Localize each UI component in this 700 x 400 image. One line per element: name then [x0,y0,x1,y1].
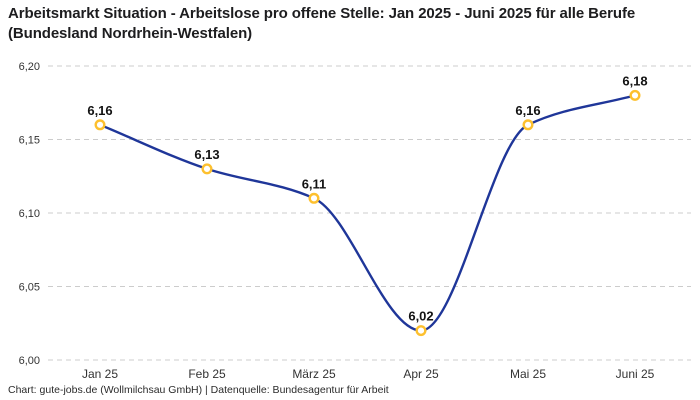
y-axis-tick-label: 6,20 [19,61,40,73]
x-axis-tick-label: Mai 25 [510,367,546,381]
x-axis-tick-label: Feb 25 [188,367,226,381]
data-point-label: 6,13 [194,147,219,162]
data-point-marker [201,163,213,175]
y-axis-tick-label: 6,15 [19,135,40,147]
x-axis-tick-label: Jan 25 [82,367,118,381]
data-point-label: 6,16 [515,103,540,118]
x-axis-tick-label: Apr 25 [403,367,439,381]
data-point-label: 6,11 [302,176,327,191]
data-point-marker [94,119,106,131]
data-point-marker [308,192,320,204]
chart-title: Arbeitsmarkt Situation - Arbeitslose pro… [8,5,636,42]
x-axis-tick-label: Juni 25 [616,367,655,381]
x-axis-tick-label: März 25 [292,367,336,381]
data-point-marker [522,119,534,131]
y-axis-tick-label: 6,10 [19,208,40,220]
y-axis-tick-label: 6,00 [19,355,40,367]
data-point-label: 6,16 [87,103,112,118]
data-point-label: 6,18 [622,73,647,88]
chart-source-note: Chart: gute-jobs.de (Wollmilchsau GmbH) … [8,384,389,396]
data-point-marker [415,325,427,337]
y-axis-tick-label: 6,05 [19,282,40,294]
data-point-marker [629,89,641,101]
data-point-label: 6,02 [408,309,433,324]
